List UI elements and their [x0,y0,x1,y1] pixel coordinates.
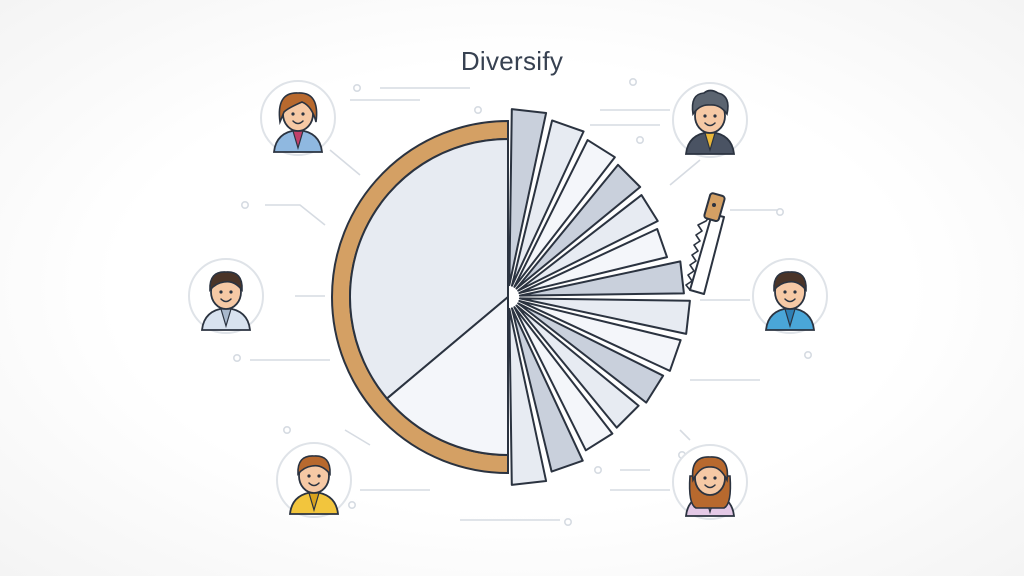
connector-dot [563,517,572,526]
avatar-eye [783,290,787,294]
connector-dot [282,425,291,434]
man-top-right-avatar [672,82,748,158]
avatar-eye [713,476,717,480]
avatar-eye [291,112,295,116]
pie-slice [518,228,669,295]
avatar-hair [773,271,807,293]
avatar-eye [307,474,311,478]
diversified-slices [508,108,691,486]
large-slice [349,137,509,400]
pie-slice [518,260,685,297]
avatar-smile [292,120,304,125]
connector-dot [628,78,637,87]
connector-line [329,149,361,176]
man-middle-right-avatar [752,258,828,334]
connector-dot [593,465,602,474]
pie-slice [513,306,614,452]
people-avatars [188,80,828,520]
avatar-eye [713,114,717,118]
woman-bottom-right-avatar [672,444,748,520]
connector-line [344,429,371,446]
connector-dot [473,106,482,115]
avatar-eye [317,474,321,478]
connector-dot [635,136,644,145]
connector-dot [233,353,242,362]
avatar-eye [229,290,233,294]
connector-dot [241,201,250,210]
avatar-hair [278,92,318,126]
small-slice [385,294,509,457]
connector-line [265,204,326,226]
avatar-smile [704,122,716,127]
connector-dot [347,500,356,509]
pie-slice [517,302,665,404]
avatar-eye [301,112,305,116]
saw-icon [685,192,726,295]
avatar-eye [793,290,797,294]
pie-slice [517,194,659,292]
single-asset-half-pie [331,119,509,475]
avatar-smile [220,298,232,303]
avatar-hair [691,89,729,117]
pie-slice [518,299,682,372]
avatar-hair [209,271,243,293]
pie-slice [515,163,642,290]
avatar-eye [703,476,707,480]
pie-slice [510,119,585,287]
connector-dot [775,208,784,217]
avatar-smile [704,484,716,489]
avatar-hair [691,456,729,483]
avatar-smile [784,298,796,303]
connector-dot [352,84,361,93]
avatar-eye [703,114,707,118]
pie-slice [508,108,548,287]
pie-slice [513,139,616,288]
boy-bottom-left-avatar [276,442,352,518]
avatar-hair [297,455,331,477]
man-middle-left-avatar [188,258,264,334]
connector-dot [803,350,812,359]
avatar-smile [308,482,320,487]
avatar-eye [219,290,223,294]
diagram-title: Diversify [460,46,564,76]
woman-top-left-avatar [260,80,336,156]
connector-line [679,429,691,441]
pie-slice [518,297,691,335]
connector-line [669,159,701,186]
pie-slice [510,307,584,473]
pie-slice [515,304,640,429]
pie-slice [508,307,548,486]
connector-lines [233,78,812,526]
